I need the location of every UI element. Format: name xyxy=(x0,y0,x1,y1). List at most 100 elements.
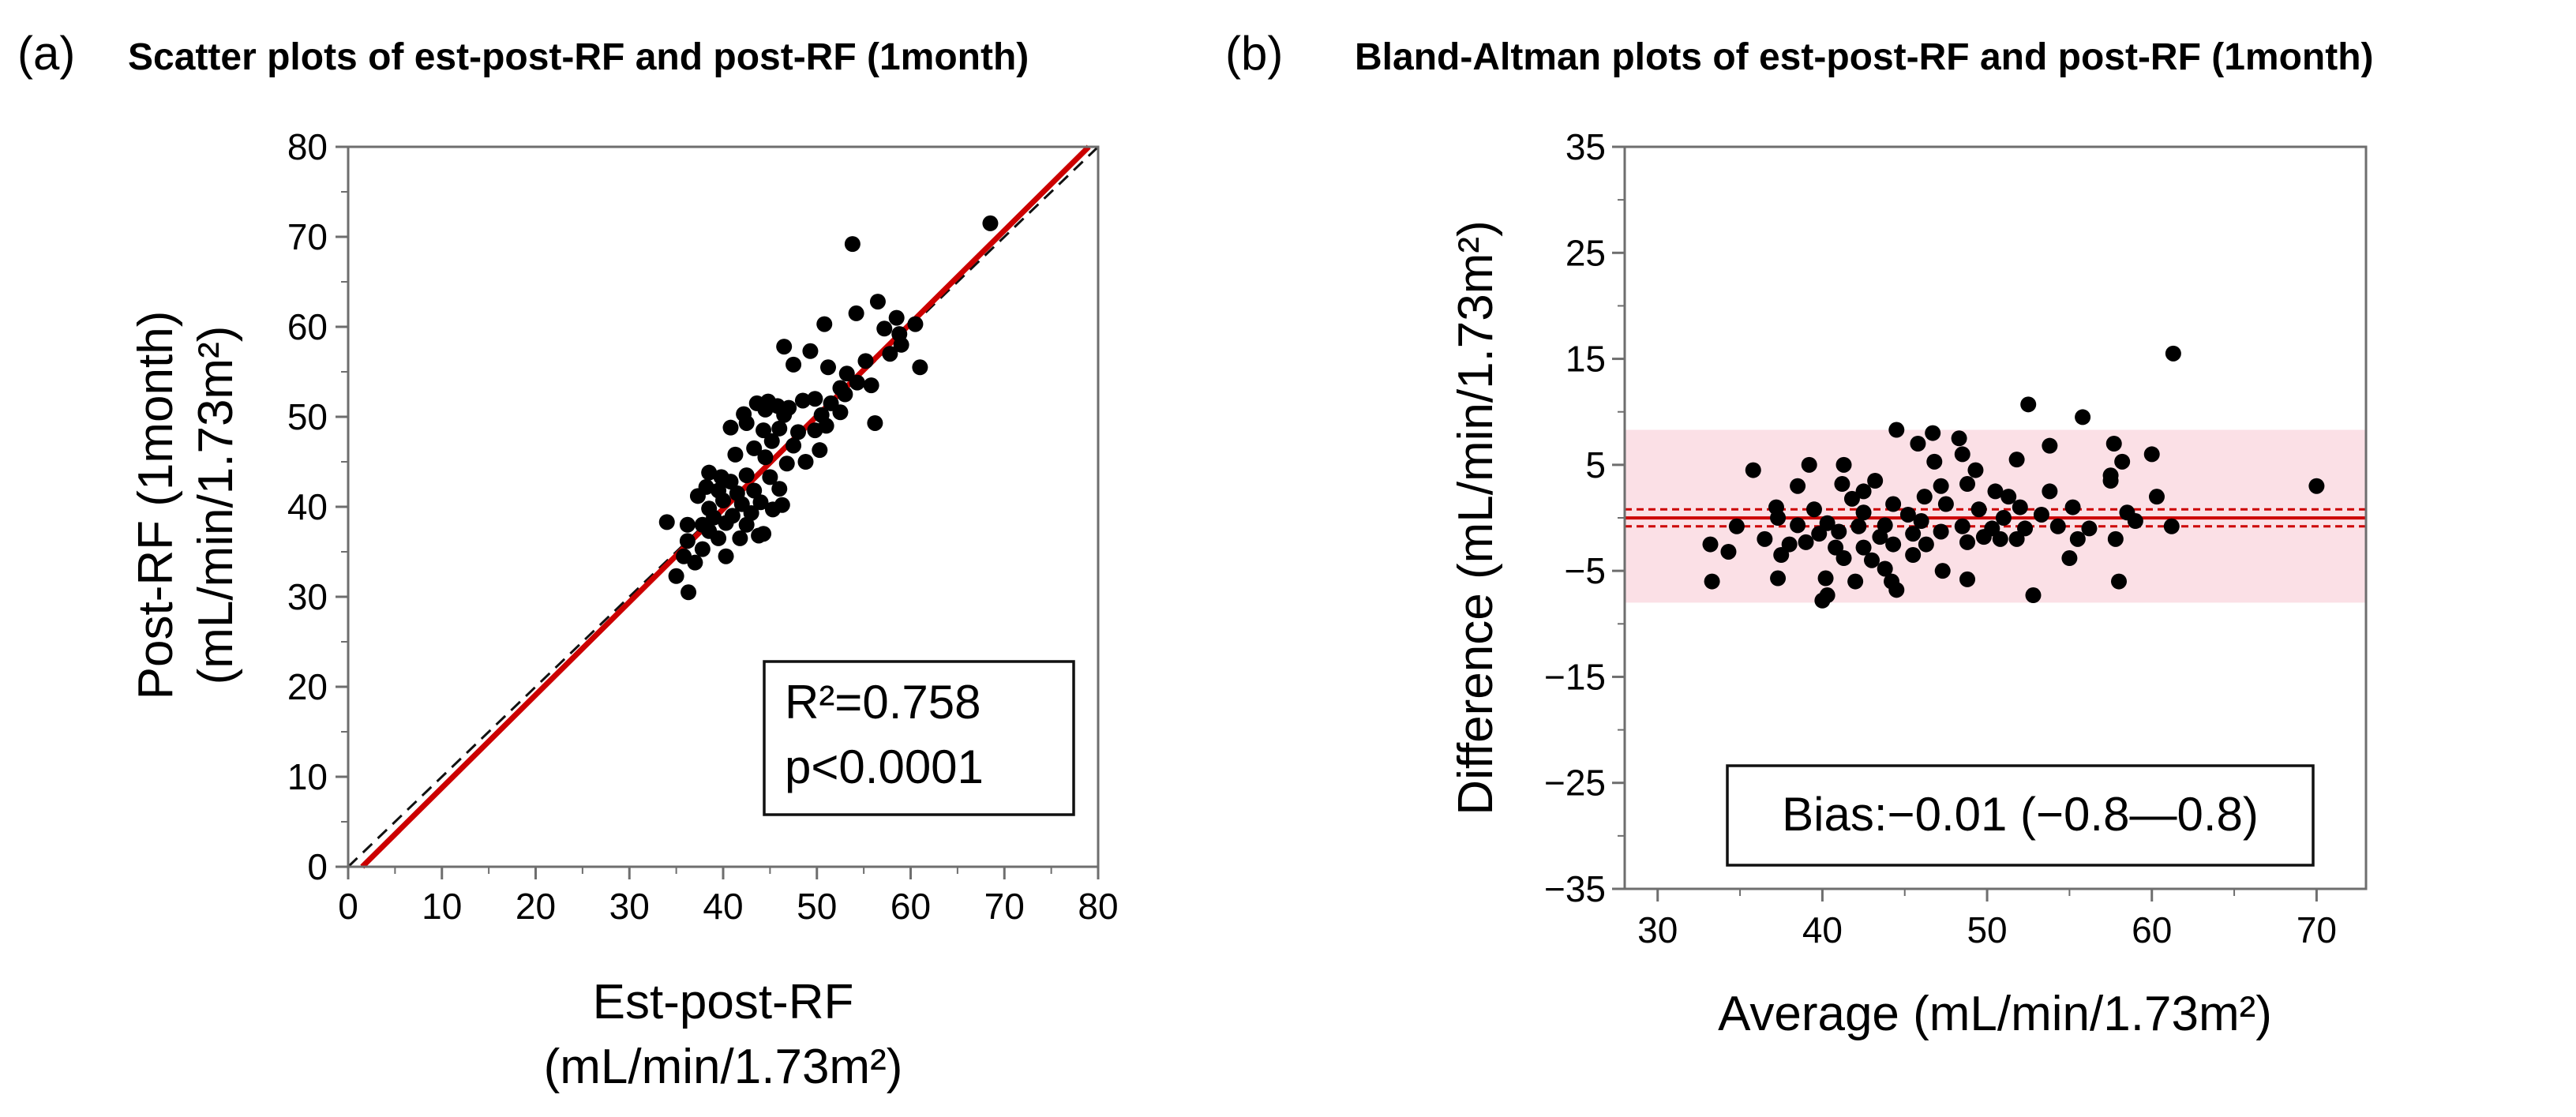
y-tick-label: 30 xyxy=(287,576,328,617)
data-point xyxy=(2008,452,2025,468)
data-point xyxy=(701,464,718,481)
data-point xyxy=(1835,456,1852,473)
data-point xyxy=(786,437,802,454)
data-point xyxy=(1847,573,1864,590)
data-point xyxy=(807,391,823,407)
y-tick-label: −35 xyxy=(1544,868,1606,909)
x-tick-label: 20 xyxy=(516,886,556,927)
data-point xyxy=(1817,570,1834,587)
data-point xyxy=(857,353,874,369)
scatter-points xyxy=(658,215,999,601)
y-tick-label: 40 xyxy=(287,486,328,527)
data-point xyxy=(867,414,883,431)
r-squared-annotation-box xyxy=(763,660,1075,816)
data-point xyxy=(1916,489,1933,505)
y-tick-label: 10 xyxy=(287,756,328,797)
data-point xyxy=(1773,547,1790,563)
data-point xyxy=(794,392,811,409)
data-point xyxy=(1910,436,1926,452)
data-point xyxy=(1790,517,1806,534)
data-point xyxy=(756,422,772,439)
data-point xyxy=(679,516,696,533)
data-point xyxy=(1933,523,1949,540)
bland-altman-axis-ticks xyxy=(1612,145,2318,901)
data-point xyxy=(2061,550,2078,567)
data-point xyxy=(1926,453,1943,470)
data-point xyxy=(776,407,793,423)
data-point xyxy=(1855,504,1872,521)
x-tick-label: 50 xyxy=(797,886,837,927)
data-point xyxy=(2069,530,2086,547)
data-point xyxy=(1828,539,1844,556)
y-axis-units: (mL/min/1.73m²) xyxy=(189,326,243,685)
data-point xyxy=(907,316,924,332)
data-point xyxy=(1959,476,1976,493)
data-point xyxy=(790,424,806,440)
data-point xyxy=(2042,437,2058,454)
limits-of-agreement-band xyxy=(1625,429,2366,603)
y-tick-label: 20 xyxy=(287,666,328,707)
data-point xyxy=(738,516,755,533)
data-point xyxy=(687,554,703,571)
bland-altman-points xyxy=(1702,345,2325,609)
data-point xyxy=(837,386,853,403)
data-point xyxy=(838,365,855,382)
data-point xyxy=(1834,476,1850,493)
data-point xyxy=(2033,506,2049,523)
bland-altman-chart-title: Bland-Altman plots of est-post-RF and po… xyxy=(1355,36,2374,78)
data-point xyxy=(668,568,684,584)
data-point xyxy=(746,440,763,456)
y-tick-label: −5 xyxy=(1565,550,1606,591)
data-point xyxy=(1934,563,1951,579)
data-point xyxy=(848,305,864,321)
data-point xyxy=(1720,543,1737,560)
data-point xyxy=(1798,534,1814,550)
data-point xyxy=(2163,518,2180,534)
data-point xyxy=(1905,547,1922,563)
data-point xyxy=(1899,506,1916,523)
data-point xyxy=(1995,510,2012,526)
x-tick-label: 30 xyxy=(609,886,650,927)
data-point xyxy=(2127,513,2143,530)
y-tick-label: 70 xyxy=(287,216,328,257)
panel-label-b: (b) xyxy=(1225,27,1283,80)
data-point xyxy=(832,404,849,421)
bland-altman-panel: (b) Bland-Altman plots of est-post-RF an… xyxy=(1225,27,2374,1041)
data-point xyxy=(1843,490,1860,507)
y-tick-label: 0 xyxy=(307,846,328,887)
data-point xyxy=(1970,501,1987,518)
data-point xyxy=(738,414,755,431)
data-point xyxy=(732,530,748,546)
data-point xyxy=(1757,530,1773,547)
scatter-panel: (a) Scatter plots of est-post-RF and pos… xyxy=(17,27,1119,1094)
data-point xyxy=(776,339,793,355)
y-tick-label: 5 xyxy=(1585,444,1606,485)
y-axis-title: Post-RF (1month) xyxy=(129,311,183,700)
y-tick-label: 50 xyxy=(287,396,328,437)
data-point xyxy=(812,442,828,459)
data-point xyxy=(715,493,731,509)
data-point xyxy=(2008,530,2025,547)
data-point xyxy=(1867,473,1884,489)
x-tick-label: 70 xyxy=(984,886,1025,927)
data-point xyxy=(658,514,675,530)
bland-altman-plot-frame xyxy=(1623,145,2368,890)
data-point xyxy=(1790,478,1806,494)
data-point xyxy=(802,343,819,359)
x-axis-title-average: Average (mL/min/1.73m²) xyxy=(1718,987,2272,1041)
data-point xyxy=(764,501,781,518)
data-point xyxy=(711,530,727,546)
data-point xyxy=(746,482,763,499)
panel-label-a: (a) xyxy=(17,27,75,80)
data-point xyxy=(1959,534,1976,550)
data-point xyxy=(689,488,706,504)
data-point xyxy=(2308,478,2325,494)
data-point xyxy=(722,474,739,490)
data-point xyxy=(1975,529,1992,545)
scatter-tick-labels: 0 10 20 30 40 50 60 70 80 0 10 20 30 40 50 60 70 80 xyxy=(287,126,1119,927)
data-point xyxy=(718,548,734,564)
data-point xyxy=(2012,499,2028,515)
scatter-plot-frame xyxy=(347,145,1100,868)
data-point xyxy=(694,541,711,557)
data-point xyxy=(1918,536,1934,553)
